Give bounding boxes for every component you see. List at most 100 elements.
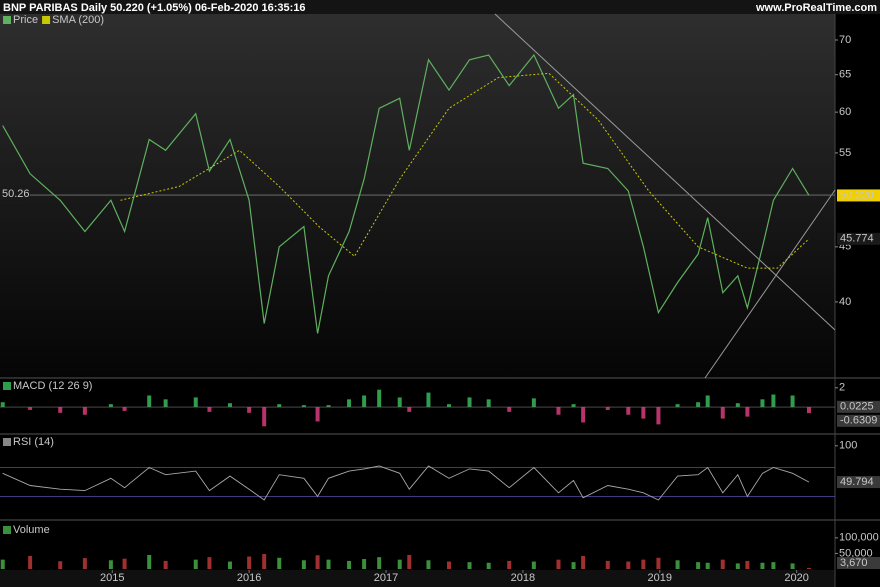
legend-label: Price	[13, 14, 38, 26]
legend-swatch	[3, 16, 11, 24]
volume-bar	[163, 560, 168, 569]
macd-bar	[147, 395, 152, 408]
header-bar	[0, 0, 880, 14]
x-tick-label: 2019	[648, 572, 672, 584]
macd-bar	[193, 397, 198, 408]
volume-bar	[720, 559, 725, 569]
volume-bar	[771, 562, 776, 569]
volume-bar	[315, 555, 320, 569]
volume-bar	[486, 562, 491, 569]
volume-bar	[193, 559, 198, 569]
macd-bar	[28, 407, 33, 410]
volume-bar	[397, 559, 402, 569]
last-price-label-box	[837, 189, 880, 202]
source: www.ProRealTime.com	[755, 2, 877, 14]
volume-bar	[0, 559, 5, 569]
level-value-label-box	[837, 414, 880, 427]
volume-bar	[790, 563, 795, 569]
level-value-label: 0.0225	[840, 401, 874, 413]
macd-bar	[467, 397, 472, 408]
volume-bar	[605, 560, 610, 569]
y-tick-label: 55	[839, 147, 851, 159]
legend-swatch	[3, 382, 11, 390]
y-tick-label: 50,000	[839, 547, 873, 559]
level-box	[0, 188, 30, 201]
sma-value-label: 45.774	[840, 233, 874, 245]
volume-bar	[326, 559, 331, 569]
macd-bar	[675, 404, 680, 408]
macd-bar	[790, 395, 795, 408]
legend-label: Volume	[13, 524, 50, 536]
last-value-label-box	[837, 476, 880, 489]
macd-bar	[771, 394, 776, 408]
y-tick-label: 2	[839, 382, 845, 394]
macd-bar	[446, 404, 451, 408]
volume-bar	[696, 562, 701, 569]
y-tick-label: 60	[839, 106, 851, 118]
volume-bar	[556, 559, 561, 569]
chart-title: BNP PARIBAS Daily 50.220 (+1.05%) 06-Feb…	[3, 2, 306, 14]
legend-label: SMA (200)	[52, 14, 104, 26]
trend-line	[704, 189, 836, 379]
y-tick-label: 100	[839, 440, 857, 452]
legend-swatch	[42, 16, 51, 24]
x-tick-label: 2020	[784, 572, 808, 584]
volume-bar	[28, 555, 33, 569]
y-tick-label: 40	[839, 296, 851, 308]
volume-bar	[207, 557, 212, 569]
volume-bar	[426, 560, 431, 569]
legend-swatch	[3, 526, 11, 534]
macd-bar	[262, 407, 267, 427]
macd-bar	[108, 404, 113, 408]
volume-bar	[58, 561, 63, 569]
macd-bar	[301, 405, 306, 408]
volume-bar	[277, 557, 282, 569]
volume-bar	[407, 554, 412, 569]
rsi-line	[2, 465, 810, 501]
macd-bar	[735, 403, 740, 408]
volume-bar	[247, 556, 252, 569]
x-tick-label: 2016	[237, 572, 261, 584]
macd-bar	[605, 407, 610, 410]
macd-bar	[377, 389, 382, 408]
macd-bar	[720, 407, 725, 419]
level-value-label-box	[837, 400, 880, 413]
macd-bar	[122, 407, 127, 411]
macd-bar	[362, 395, 367, 408]
macd-bar	[407, 407, 412, 412]
volume-bar	[735, 563, 740, 569]
volume-bar	[705, 562, 710, 569]
macd-bar	[207, 407, 212, 412]
volume-bar	[760, 562, 765, 569]
volume-bar	[656, 557, 661, 569]
macd-bar	[760, 399, 765, 408]
volume-bar	[262, 554, 267, 569]
y-tick-label: 70	[839, 34, 851, 46]
macd-bar	[82, 407, 87, 415]
legend-swatch	[3, 438, 11, 446]
volume-bar	[347, 560, 352, 569]
level-label: 50.26	[2, 188, 30, 200]
trend-line	[494, 13, 836, 331]
last-value-label-box	[837, 557, 880, 569]
volume-bar	[108, 560, 113, 569]
x-tick-label: 2017	[374, 572, 398, 584]
volume-bar	[641, 559, 646, 569]
last-value-label: 3,670	[840, 557, 868, 569]
volume-bar	[531, 561, 536, 569]
volume-bar	[507, 560, 512, 569]
volume-bar	[581, 555, 586, 569]
macd-bar	[696, 402, 701, 408]
macd-bar	[656, 407, 661, 425]
macd-bar	[641, 407, 646, 419]
volume-bar	[82, 558, 87, 569]
macd-bar	[486, 399, 491, 408]
volume-bar	[745, 560, 750, 569]
macd-bar	[0, 402, 5, 408]
macd-bar	[277, 404, 282, 408]
macd-bar	[426, 392, 431, 408]
y-tick-label: 65	[839, 69, 851, 81]
volume-bar	[571, 562, 576, 569]
